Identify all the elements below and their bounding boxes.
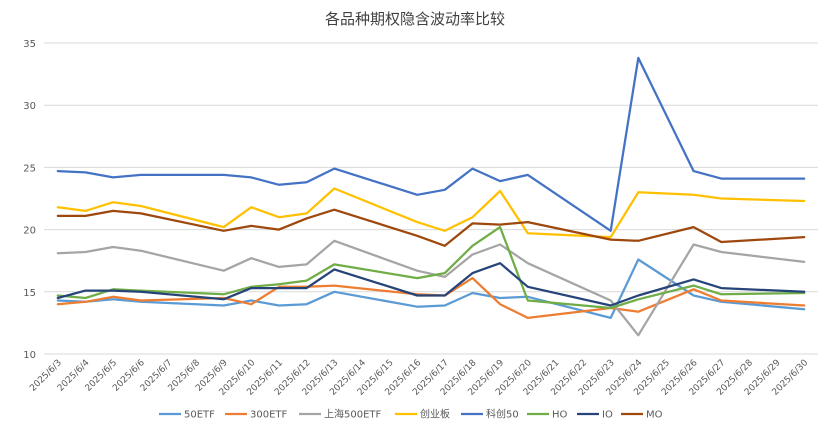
series-line-1 bbox=[56, 276, 806, 320]
legend: 50ETF 300ETF 上海500ETF 创业板 科创50 HO IO MO bbox=[159, 408, 663, 421]
legend-item: 上海500ETF bbox=[299, 408, 382, 421]
legend-item: IO bbox=[577, 410, 613, 421]
y-tick-label: 15 bbox=[23, 288, 36, 299]
legend-label: IO bbox=[602, 410, 613, 421]
y-tick-label: 10 bbox=[23, 350, 36, 361]
y-axis: 10 15 20 25 30 35 bbox=[23, 39, 36, 361]
legend-item: 300ETF bbox=[225, 410, 288, 421]
y-tick-label: 30 bbox=[23, 101, 36, 112]
legend-item: MO bbox=[621, 410, 663, 421]
series-lines bbox=[56, 56, 806, 337]
series-line-4 bbox=[56, 56, 806, 232]
x-axis: 2025/6/32025/6/42025/6/52025/6/62025/6/7… bbox=[28, 358, 810, 398]
legend-label: 创业板 bbox=[420, 408, 450, 421]
series-line-7 bbox=[56, 208, 806, 247]
legend-item: 创业板 bbox=[395, 408, 450, 421]
gridlines bbox=[44, 42, 818, 355]
y-tick-label: 20 bbox=[23, 226, 36, 237]
legend-label: HO bbox=[552, 410, 568, 421]
legend-item: 科创50 bbox=[461, 408, 519, 421]
legend-label: 300ETF bbox=[250, 410, 288, 421]
legend-item: HO bbox=[527, 410, 568, 421]
legend-label: 50ETF bbox=[184, 410, 215, 421]
y-tick-label: 25 bbox=[23, 163, 36, 174]
y-tick-label: 35 bbox=[23, 39, 36, 50]
legend-label: 上海500ETF bbox=[324, 408, 382, 421]
series-line-5 bbox=[56, 225, 806, 310]
series-line-2 bbox=[56, 239, 806, 337]
series-line-3 bbox=[56, 187, 806, 239]
series-line-0 bbox=[56, 258, 806, 320]
legend-item: 50ETF bbox=[159, 410, 215, 421]
legend-label: 科创50 bbox=[486, 408, 519, 421]
series-line-6 bbox=[56, 262, 806, 307]
chart-title: 各品种期权隐含波动率比较 bbox=[325, 10, 505, 28]
legend-label: MO bbox=[646, 410, 663, 421]
